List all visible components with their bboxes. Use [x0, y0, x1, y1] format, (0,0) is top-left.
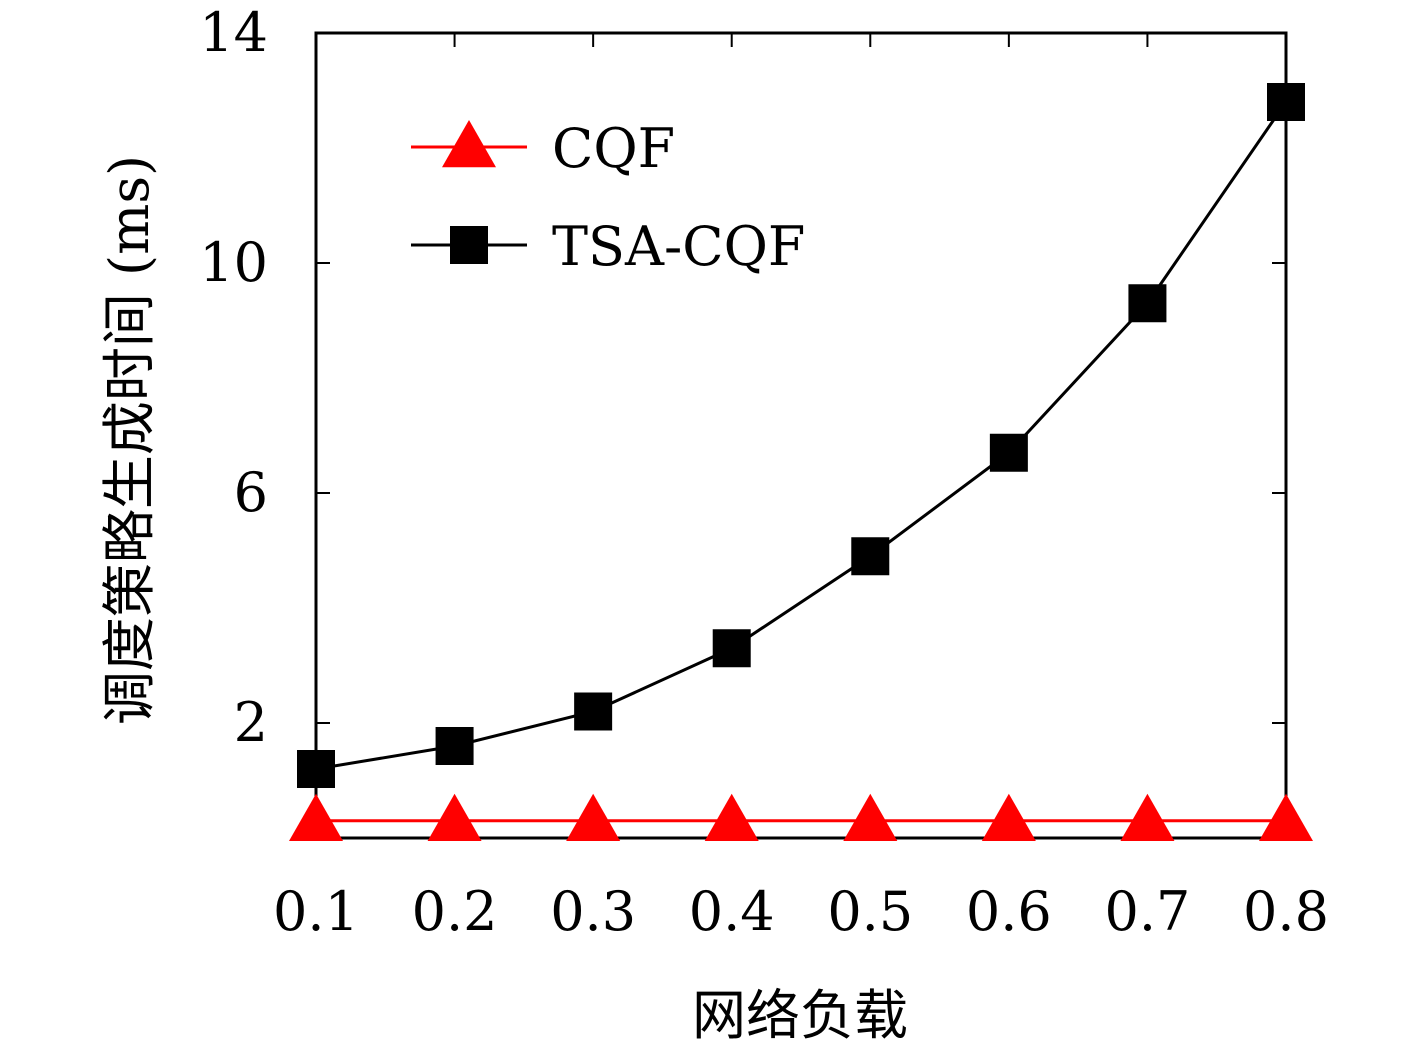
data-point-cqf — [1259, 793, 1313, 841]
plot-frame-layer — [314, 31, 1288, 840]
data-point-cqf — [843, 793, 898, 841]
series-line-tsa-cqf — [315, 101, 1288, 771]
data-point-tsa-cqf — [574, 692, 613, 731]
legend-marker-tsa-cqf — [450, 226, 488, 264]
legend-label: CQF — [552, 117, 675, 180]
plot-frame — [314, 31, 1288, 840]
ticks-layer: 2 6 10 14 0.1 0.2 0.3 0.4 0.5 0.6 0.7 0.8 — [199, 1, 1329, 943]
x-tick-label: 0.6 — [966, 880, 1052, 943]
data-point-tsa-cqf — [1128, 284, 1167, 323]
data-point-cqf — [704, 793, 759, 841]
legend-item-cqf: CQF — [411, 117, 675, 180]
y-tick-label: 6 — [234, 461, 268, 524]
data-point-tsa-cqf — [712, 629, 751, 668]
series-tsa-cqf — [297, 83, 1305, 788]
series-cqf — [289, 793, 1313, 841]
legend-item-tsa-cqf: TSA-CQF — [411, 215, 805, 278]
x-tick-label: 0.4 — [689, 880, 775, 943]
x-tick-label: 0.2 — [412, 880, 498, 943]
x-tick-label: 0.3 — [550, 880, 636, 943]
legend-marker-cqf — [442, 120, 496, 168]
y-tick-label: 2 — [234, 691, 268, 754]
data-point-tsa-cqf — [989, 433, 1028, 472]
y-axis-title: 调度策略生成时间 (ms) — [98, 155, 161, 725]
x-tick-label: 0.7 — [1104, 880, 1190, 943]
legend: CQF TSA-CQF — [411, 117, 805, 278]
data-point-cqf — [289, 793, 343, 841]
series-layer — [289, 83, 1313, 841]
legend-label: TSA-CQF — [552, 215, 805, 278]
y-tick-label: 14 — [199, 1, 268, 64]
y-tick-label: 10 — [199, 231, 268, 294]
x-tick-label: 0.8 — [1243, 880, 1329, 943]
data-point-tsa-cqf — [1267, 83, 1305, 121]
data-point-cqf — [566, 793, 621, 841]
data-point-cqf — [981, 793, 1036, 841]
data-point-cqf — [1120, 793, 1175, 841]
data-point-cqf — [427, 793, 482, 841]
data-point-tsa-cqf — [297, 750, 335, 788]
x-tick-label: 0.1 — [273, 880, 359, 943]
x-tick-label: 0.5 — [827, 880, 913, 943]
data-point-tsa-cqf — [851, 537, 890, 576]
x-axis-title: 网络负载 — [692, 984, 908, 1043]
data-point-tsa-cqf — [435, 727, 474, 765]
